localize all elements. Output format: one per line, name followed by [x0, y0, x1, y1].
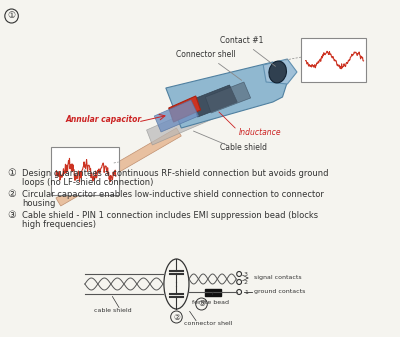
Text: ③: ③ — [8, 210, 16, 220]
Text: Design guarantees a continuous RF-shield connection but avoids ground: Design guarantees a continuous RF-shield… — [22, 169, 329, 178]
Polygon shape — [263, 59, 297, 84]
Ellipse shape — [269, 61, 286, 83]
Text: 3: 3 — [244, 272, 248, 276]
Text: high frequencies): high frequencies) — [22, 220, 96, 229]
Text: Inductance: Inductance — [239, 128, 282, 137]
Text: Cable shield - PIN 1 connection includes EMI suppression bead (blocks: Cable shield - PIN 1 connection includes… — [22, 211, 318, 220]
FancyBboxPatch shape — [51, 147, 118, 195]
Text: ferrite bead: ferrite bead — [192, 292, 229, 305]
Text: ①: ① — [8, 168, 16, 178]
Text: ground contacts: ground contacts — [254, 289, 305, 295]
Bar — [205, 288, 221, 296]
Polygon shape — [205, 82, 251, 113]
Text: signal contacts: signal contacts — [254, 276, 301, 280]
Text: ③: ③ — [198, 300, 205, 308]
Text: housing: housing — [22, 199, 56, 208]
Text: cable shield: cable shield — [94, 308, 132, 313]
Text: loops (no LF-shield connection): loops (no LF-shield connection) — [22, 178, 154, 187]
Polygon shape — [146, 98, 226, 145]
Polygon shape — [169, 96, 200, 122]
Text: ②: ② — [8, 189, 16, 199]
Text: 2: 2 — [244, 279, 248, 284]
Text: Contact #1: Contact #1 — [220, 36, 276, 66]
Polygon shape — [154, 100, 199, 132]
Polygon shape — [56, 128, 181, 206]
Polygon shape — [191, 85, 237, 117]
Text: ②: ② — [173, 312, 180, 321]
Polygon shape — [166, 62, 287, 128]
FancyBboxPatch shape — [301, 38, 366, 82]
Text: ①: ① — [8, 11, 16, 21]
Text: Annular capacitor: Annular capacitor — [66, 115, 142, 124]
Text: 1: 1 — [244, 289, 248, 295]
Text: Connector shell: Connector shell — [176, 50, 242, 80]
Text: Cable shield: Cable shield — [220, 143, 267, 152]
Text: Circular capacitor enables low-inductive shield connection to connector: Circular capacitor enables low-inductive… — [22, 190, 324, 199]
Text: connector shell: connector shell — [184, 321, 232, 326]
